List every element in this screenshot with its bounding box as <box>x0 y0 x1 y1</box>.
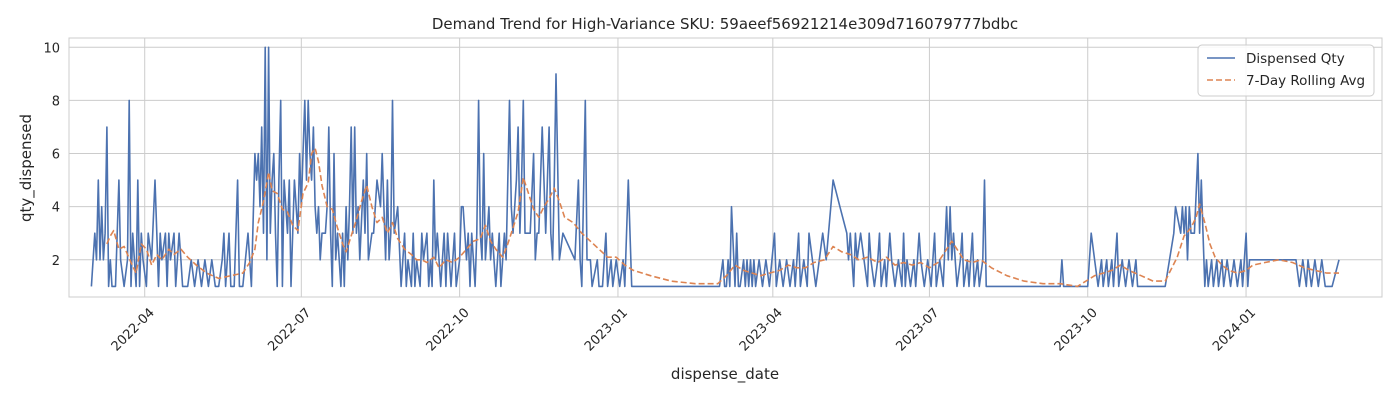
legend-box <box>1197 44 1375 97</box>
series-line-0 <box>90 46 1340 288</box>
chart-title: Demand Trend for High-Variance SKU: 59ae… <box>432 15 1018 33</box>
legend-label-rolling-avg: 7-Day Rolling Avg <box>1246 73 1365 89</box>
plot-frame <box>68 37 1383 298</box>
x-axis-label: dispense_date <box>671 365 779 384</box>
y-tick-label: 2 <box>52 254 60 269</box>
plot-area <box>68 37 1383 298</box>
series-line-1 <box>106 147 1339 288</box>
y-axis-label: qty_dispensed <box>17 114 36 222</box>
y-tick-label: 8 <box>52 94 60 109</box>
y-tick-label: 6 <box>52 148 60 163</box>
legend: Dispensed Qty 7-Day Rolling Avg <box>1197 44 1375 97</box>
series-layer <box>90 46 1340 288</box>
y-axis-ticks: 2 4 6 8 10 <box>43 41 60 269</box>
legend-label-dispensed-qty: Dispensed Qty <box>1246 51 1345 67</box>
y-tick-label: 10 <box>43 41 60 56</box>
y-tick-label: 4 <box>52 201 60 216</box>
